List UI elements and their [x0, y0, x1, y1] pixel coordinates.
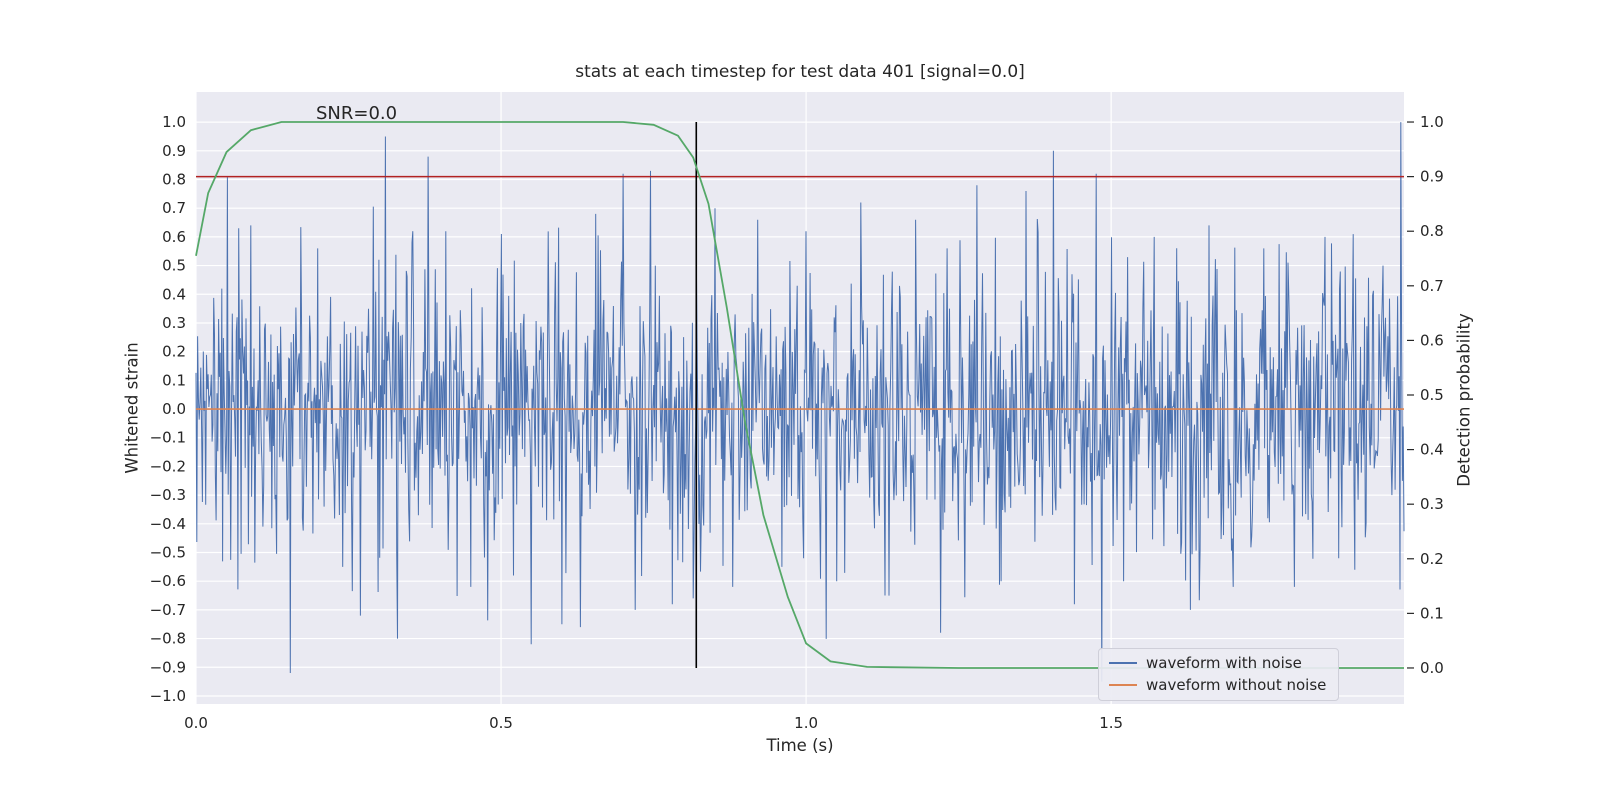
- x-axis-tick-label: 0.5: [489, 714, 513, 732]
- legend-item-waveform-without-noise: waveform without noise: [1109, 676, 1326, 694]
- y-axis-right-tick-label: 1.0: [1420, 113, 1444, 131]
- y-axis-left-tick-label: 0.5: [162, 257, 186, 275]
- y-axis-left-tick-label: −0.8: [150, 630, 186, 648]
- y-axis-left-tick-label: −0.4: [150, 515, 186, 533]
- y-axis-left-tick-label: 0.7: [162, 199, 186, 217]
- legend-swatch-clean-line-icon: [1109, 684, 1137, 686]
- y-axis-left-tick-label: 0.6: [162, 228, 186, 246]
- y-axis-left-tick-label: 0.3: [162, 314, 186, 332]
- x-axis-tick-label: 0.0: [184, 714, 208, 732]
- y-axis-right-tick-label: 0.0: [1420, 659, 1444, 677]
- y-axis-left-tick-label: −0.7: [150, 601, 186, 619]
- chart-title: stats at each timestep for test data 401…: [575, 62, 1025, 82]
- y-axis-right-tick-label: 0.3: [1420, 495, 1444, 513]
- y-axis-right-tick-label: 0.8: [1420, 222, 1444, 240]
- detection-probability-series: [195, 121, 1404, 669]
- y-axis-right-tick-label: 0.5: [1420, 386, 1444, 404]
- legend: waveform with noise waveform without noi…: [1098, 648, 1340, 701]
- y-axis-left-tick-label: −0.1: [150, 429, 186, 447]
- y-axis-left-tick-label: −0.6: [150, 572, 186, 590]
- y-axis-left-tick-label: −1.0: [150, 687, 186, 705]
- y-axis-right-tick-label: 0.1: [1420, 604, 1444, 622]
- y-axis-left-label: Whitened strain: [122, 342, 142, 474]
- waveform-with-noise-series: [195, 122, 1405, 682]
- x-axis-tick-label: 1.5: [1099, 714, 1123, 732]
- y-axis-left-tick-label: 1.0: [162, 113, 186, 131]
- y-axis-left-tick-label: 0.2: [162, 343, 186, 361]
- legend-label: waveform without noise: [1146, 676, 1327, 694]
- y-axis-left-tick-label: 0.0: [162, 400, 186, 418]
- y-axis-right-tick-label: 0.9: [1420, 168, 1444, 186]
- y-axis-right-label: Detection probability: [1454, 313, 1474, 487]
- y-axis-left-tick-label: 0.4: [162, 285, 186, 303]
- legend-label: waveform with noise: [1146, 654, 1302, 672]
- legend-item-waveform-with-noise: waveform with noise: [1109, 654, 1326, 672]
- legend-swatch-noise-line-icon: [1109, 662, 1137, 664]
- y-axis-left-tick-label: 0.1: [162, 371, 186, 389]
- snr-annotation: SNR=0.0: [316, 103, 398, 124]
- y-axis-right-tick-label: 0.2: [1420, 550, 1444, 568]
- y-axis-left-tick-label: −0.3: [150, 486, 186, 504]
- y-axis-left-tick-label: −0.5: [150, 544, 186, 562]
- y-axis-left-tick-label: −0.2: [150, 457, 186, 475]
- y-axis-left-tick-label: 0.9: [162, 142, 186, 160]
- y-axis-left-tick-label: 0.8: [162, 171, 186, 189]
- y-axis-left-tick-label: −0.9: [150, 658, 186, 676]
- x-axis-label: Time (s): [766, 736, 834, 755]
- y-axis-right-tick-label: 0.6: [1420, 331, 1444, 349]
- x-axis-tick-label: 1.0: [794, 714, 818, 732]
- y-axis-right-tick-label: 0.7: [1420, 277, 1444, 295]
- y-axis-right-tick-label: 0.4: [1420, 441, 1444, 459]
